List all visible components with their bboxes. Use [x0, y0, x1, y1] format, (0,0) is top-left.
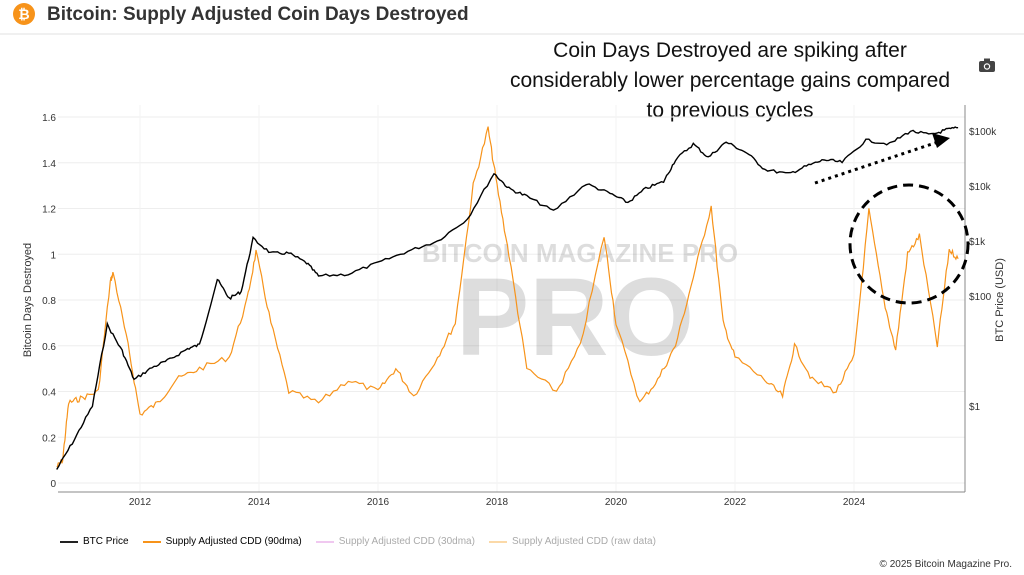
trend-arrow [814, 140, 939, 185]
watermark-text: BITCOIN MAGAZINE PRO [422, 238, 738, 268]
y-tick-label: 0.6 [42, 342, 56, 353]
y-tick-label: 0 [50, 479, 56, 490]
y2-tick-label: $1k [969, 237, 986, 248]
y-axis-label: Bitcoin Days Destroyed [22, 243, 34, 357]
page-title: Bitcoin: Supply Adjusted Coin Days Destr… [47, 4, 469, 25]
x-tick-label: 2012 [129, 497, 152, 508]
y-tick-label: 1 [50, 250, 56, 261]
legend-label: BTC Price [83, 536, 129, 547]
x-tick-label: 2022 [724, 497, 747, 508]
bitcoin-icon: ₿ [13, 3, 35, 25]
y-tick-label: 1.6 [42, 113, 56, 124]
y2-axis-label: BTC Price (USD) [994, 258, 1006, 342]
x-tick-label: 2018 [486, 497, 509, 508]
watermark: BITCOIN MAGAZINE PRO PRO [422, 238, 738, 379]
cdd-90dma-line [56, 126, 959, 468]
legend-label: Supply Adjusted CDD (90dma) [165, 536, 302, 547]
x-tick-label: 2020 [605, 497, 628, 508]
y-tick-label: 1.2 [42, 205, 56, 216]
y-tick-label: 0.2 [42, 433, 56, 444]
y-tick-label: 0.4 [42, 388, 56, 399]
legend-raw[interactable]: Supply Adjusted CDD (raw data) [488, 536, 656, 547]
camera-icon[interactable] [978, 57, 996, 78]
x-tick-label: 2016 [367, 497, 390, 508]
y2-tick-label: $1 [969, 402, 981, 413]
y2-tick-label: $10k [969, 182, 992, 193]
legend-btc[interactable]: BTC Price [60, 536, 129, 547]
legend-label: Supply Adjusted CDD (raw data) [511, 536, 656, 547]
arrow-head [932, 133, 950, 148]
legend-cdd30[interactable]: Supply Adjusted CDD (30dma) [315, 536, 475, 547]
btc-price-line [56, 126, 959, 470]
y2-tick-label: $100 [969, 292, 992, 303]
x-tick-label: 2014 [248, 497, 271, 508]
legend-label: Supply Adjusted CDD (30dma) [338, 536, 475, 547]
y-tick-label: 0.8 [42, 296, 56, 307]
copyright: © 2025 Bitcoin Magazine Pro. [879, 559, 1012, 570]
svg-text:PRO: PRO [456, 256, 694, 379]
chart: BITCOIN MAGAZINE PRO PRO 0 0.2 0.4 0.6 0.8 1 1… [22, 105, 1006, 508]
y2-tick-label: $100k [969, 127, 997, 138]
y-tick-label: 1.4 [42, 159, 56, 170]
annotation-text: Coin Days Destroyed are spiking after co… [509, 39, 951, 122]
highlight-circle [848, 183, 970, 305]
x-tick-label: 2024 [843, 497, 866, 508]
legend-cdd90[interactable]: Supply Adjusted CDD (90dma) [142, 536, 302, 547]
header: ₿ Bitcoin: Supply Adjusted Coin Days Des… [0, 0, 1024, 35]
legend: BTC Price Supply Adjusted CDD (90dma) Su… [60, 536, 656, 547]
